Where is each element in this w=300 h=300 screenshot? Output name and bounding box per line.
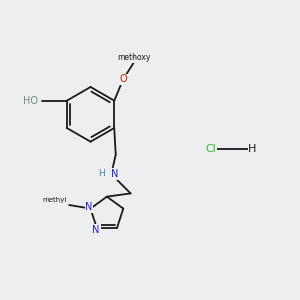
Text: methoxy: methoxy (117, 53, 150, 62)
Text: HO: HO (23, 96, 38, 106)
Text: N: N (85, 202, 93, 212)
Text: O: O (119, 74, 127, 84)
Text: H: H (99, 169, 105, 178)
Text: H: H (248, 143, 257, 154)
Text: methyl: methyl (42, 197, 67, 203)
Text: N: N (110, 169, 118, 179)
Text: Cl: Cl (206, 143, 216, 154)
Text: methoxy: methoxy (132, 57, 138, 59)
Text: N: N (92, 225, 100, 235)
